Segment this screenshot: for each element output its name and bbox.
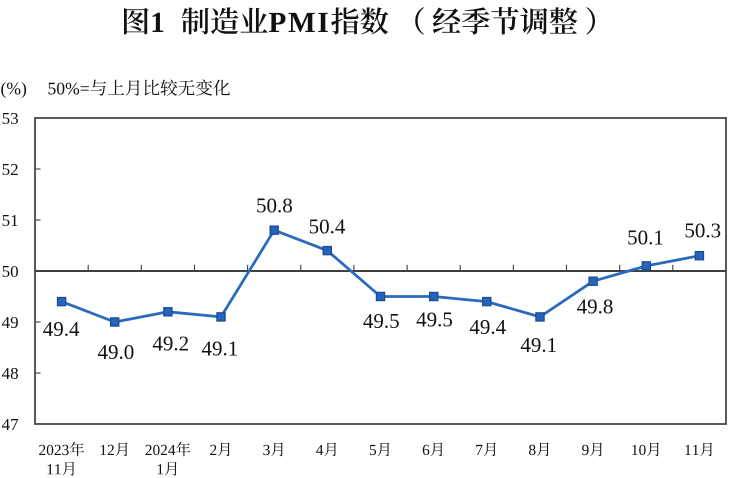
svg-text:47: 47 <box>2 415 20 434</box>
svg-text:49: 49 <box>2 313 19 332</box>
svg-text:50.8: 50.8 <box>256 193 293 217</box>
svg-text:49.8: 49.8 <box>577 295 614 319</box>
svg-text:51: 51 <box>2 211 19 230</box>
svg-text:49.5: 49.5 <box>363 309 400 333</box>
svg-text:50.4: 50.4 <box>309 214 346 238</box>
svg-text:50.1: 50.1 <box>627 226 664 250</box>
svg-text:49.0: 49.0 <box>98 340 135 364</box>
svg-text:49.4: 49.4 <box>469 315 506 339</box>
svg-text:53: 53 <box>2 109 19 128</box>
svg-text:52: 52 <box>2 160 19 179</box>
svg-text:50.3: 50.3 <box>684 218 721 242</box>
svg-text:50: 50 <box>2 262 19 281</box>
svg-text:49.5: 49.5 <box>416 308 453 332</box>
svg-text:49.4: 49.4 <box>43 317 80 341</box>
svg-text:48: 48 <box>2 364 19 383</box>
svg-text:49.2: 49.2 <box>152 332 189 356</box>
svg-text:49.1: 49.1 <box>202 337 239 361</box>
svg-text:49.1: 49.1 <box>520 333 557 357</box>
